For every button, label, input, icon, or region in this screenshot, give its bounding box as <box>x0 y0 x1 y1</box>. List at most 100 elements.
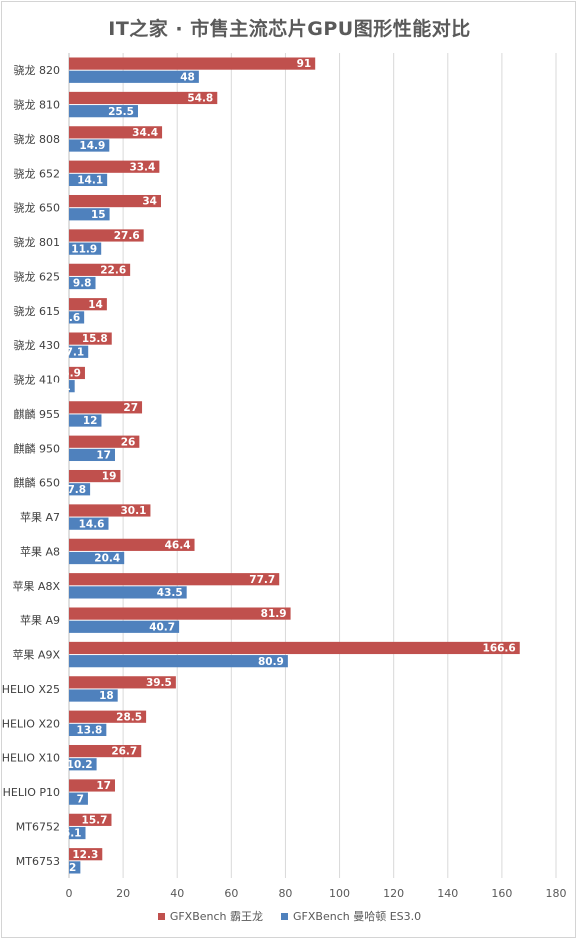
bar-series-1 <box>69 813 112 826</box>
bar-series-1 <box>69 332 112 345</box>
x-tick-label: 140 <box>437 887 458 900</box>
bar-series-2 <box>69 826 86 840</box>
bar-series-1 <box>69 573 280 586</box>
bar-series-1 <box>69 160 160 173</box>
data-label: 39.5 <box>146 677 172 689</box>
category-label: 骁龙 801 <box>14 235 61 249</box>
data-label: 11.9 <box>71 243 97 255</box>
data-label: 10.2 <box>67 759 93 771</box>
bar-series-1 <box>69 641 520 655</box>
bar-series-1 <box>69 469 121 483</box>
category-label: 苹果 A9X <box>12 648 60 662</box>
data-label: 26 <box>121 436 136 448</box>
legend-swatch-series-1 <box>157 912 165 920</box>
data-label: 20.4 <box>94 553 120 565</box>
bar-series-2 <box>69 276 96 290</box>
bar-series-2 <box>69 139 110 152</box>
data-label: 13.8 <box>76 725 102 737</box>
data-label: 15 <box>91 209 106 221</box>
category-label: 骁龙 650 <box>14 201 61 215</box>
bar-series-2 <box>69 242 102 255</box>
data-label: 15.7 <box>82 814 108 826</box>
data-label: 14.1 <box>77 175 103 187</box>
category-label: 苹果 A8X <box>12 579 60 593</box>
data-label: 7.1 <box>66 346 85 358</box>
bar-series-2 <box>69 70 199 83</box>
data-label: 18 <box>99 690 114 702</box>
bar-series-2 <box>69 586 187 599</box>
bar-series-1 <box>69 366 85 380</box>
bar-series-1 <box>69 676 176 689</box>
bar-series-1 <box>69 744 142 758</box>
category-label: 麒麟 950 <box>14 441 61 455</box>
bar-series-2 <box>69 620 180 633</box>
bar-series-1 <box>69 126 163 139</box>
category-label: 骁龙 410 <box>14 373 61 387</box>
bar-series-2 <box>69 723 107 737</box>
data-label: 7.8 <box>67 484 86 496</box>
bar-series-1 <box>69 607 291 620</box>
bar-series-2 <box>69 551 125 565</box>
data-label: 30.1 <box>121 505 147 517</box>
data-label: 17 <box>96 450 111 462</box>
bar-series-1 <box>69 538 195 551</box>
data-label: 17 <box>96 780 111 792</box>
data-label: 77.7 <box>249 574 275 586</box>
x-tick-label: 160 <box>491 887 512 900</box>
bar-series-2 <box>69 414 102 427</box>
data-label: 27 <box>123 402 138 414</box>
bar-series-2 <box>69 483 91 496</box>
legend-swatch-series-2 <box>281 912 289 920</box>
data-label: 43.5 <box>157 587 183 599</box>
data-label: 5.9 <box>62 368 81 380</box>
data-label: 5.6 <box>62 312 81 324</box>
bar-series-1 <box>69 263 131 276</box>
data-label: 91 <box>297 58 312 70</box>
category-label: HELIO P10 <box>3 786 60 799</box>
bar-series-1 <box>69 848 103 861</box>
x-tick-label: 80 <box>278 887 292 900</box>
legend-item-series-2: GFXBench 曼哈顿 ES3.0 <box>281 908 421 924</box>
x-tick-label: 100 <box>329 887 350 900</box>
category-label: 苹果 A9 <box>20 613 60 627</box>
bar-series-1 <box>69 298 107 311</box>
data-label: 48 <box>180 71 195 83</box>
data-label: 12 <box>83 415 98 427</box>
bar-series-1 <box>69 435 140 448</box>
bar-series-1 <box>69 779 115 792</box>
category-label: 骁龙 652 <box>14 166 61 180</box>
data-label: 46.4 <box>165 539 191 551</box>
bar-series-1 <box>69 57 316 70</box>
bar-series-1 <box>69 91 218 105</box>
bar-series-2 <box>69 380 75 393</box>
data-label: 9.8 <box>73 278 92 290</box>
bar-series-1 <box>69 710 147 723</box>
data-label: 22.6 <box>100 264 126 276</box>
bar-series-2 <box>69 792 88 805</box>
category-label: MT6753 <box>16 855 60 868</box>
data-label: 33.4 <box>129 161 155 173</box>
data-label: 54.8 <box>187 93 213 105</box>
category-label: 骁龙 625 <box>14 269 61 283</box>
category-label: HELIO X20 <box>2 717 60 730</box>
legend-label-series-1: GFXBench 霸王龙 <box>169 910 264 923</box>
category-label: 骁龙 615 <box>14 304 61 318</box>
category-label: 骁龙 820 <box>14 63 61 77</box>
bar-series-2 <box>69 655 288 668</box>
data-label: 15.8 <box>82 333 108 345</box>
category-label: 骁龙 430 <box>14 338 61 352</box>
data-label: 7 <box>77 793 84 805</box>
bar-series-2 <box>69 517 109 530</box>
x-tick-label: 20 <box>116 887 130 900</box>
bar-series-2 <box>69 173 108 187</box>
data-label: 14 <box>88 299 103 311</box>
category-label: 骁龙 808 <box>14 132 61 146</box>
category-label: 骁龙 810 <box>14 98 61 112</box>
bar-series-2 <box>69 689 118 702</box>
data-label: 14.9 <box>79 140 105 152</box>
legend: GFXBench 霸王龙 GFXBench 曼哈顿 ES3.0 <box>0 908 579 924</box>
bar-series-2 <box>69 448 115 462</box>
x-tick-label: 40 <box>170 887 184 900</box>
